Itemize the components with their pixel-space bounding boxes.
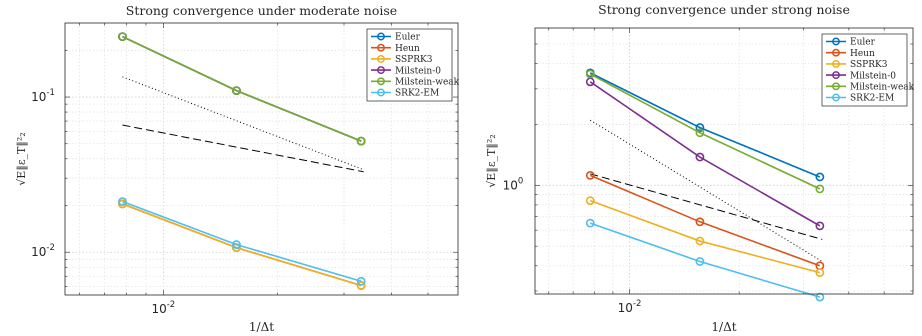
series-line-srk2-em <box>122 200 362 283</box>
legend-marker-milstein-0 <box>377 66 385 75</box>
legend-marker-srk2-em <box>832 93 840 102</box>
y-axis-label: √E‖ε_T‖²₂ <box>485 134 499 187</box>
legend-label-srk2-em: SRK2-EM <box>395 89 439 99</box>
legend-marker-ssprk3 <box>832 59 840 68</box>
series-line-srk2-em <box>590 222 821 298</box>
data-point-milstein-weak <box>356 136 366 146</box>
data-point-heun <box>585 170 595 180</box>
data-point-ssprk3 <box>356 281 366 290</box>
series-milstein-weak <box>585 69 825 194</box>
x-tick-label: 10-2 <box>618 299 642 315</box>
data-point-euler <box>815 172 825 182</box>
legend-label-euler: Euler <box>850 38 876 48</box>
legend-label-milstein-0: Milstein-0 <box>850 71 896 81</box>
data-point-milstein-0 <box>815 221 825 231</box>
legend-label-euler: Euler <box>395 33 421 43</box>
y-axis-label: √E‖ε_T‖²₂ <box>15 132 29 185</box>
legend-marker-milstein-weak <box>377 77 385 86</box>
data-point-ssprk3 <box>585 196 595 206</box>
x-axis-label: 1/Δt <box>249 320 274 334</box>
x-axis-label: 1/Δt <box>711 320 736 334</box>
chart-title: Strong convergence under strong noise <box>598 2 850 17</box>
legend-label-heun: Heun <box>395 44 420 54</box>
data-point-milstein-weak <box>232 86 241 96</box>
legend-label-milstein-weak: Milstein-weak <box>850 83 915 93</box>
data-point-ssprk3 <box>695 236 705 246</box>
legend-marker-milstein-weak <box>832 82 840 91</box>
data-point-srk2-em <box>118 197 127 206</box>
legend-label-milstein-weak: Milstein-weak <box>395 78 460 88</box>
series-srk2-em <box>585 218 825 302</box>
legend-marker-heun <box>832 48 840 57</box>
axes-box <box>64 22 459 296</box>
y-tick-label: 10-2 <box>31 243 55 259</box>
x-tick-label: 10-2 <box>151 300 175 316</box>
series-line-euler <box>589 72 821 178</box>
data-point-srk2-em <box>232 240 241 249</box>
data-point-srk2-em <box>356 276 366 286</box>
legend-label-milstein-0: Milstein-0 <box>395 66 441 76</box>
chart-strong-noise: 10-2 100 Strong convergence under strong n… <box>485 2 915 334</box>
legend-marker-milstein-0 <box>832 71 840 80</box>
reference-line-dashed <box>590 173 823 240</box>
legend-label-srk2-em: SRK2-EM <box>850 94 894 104</box>
series-line-ssprk3 <box>589 199 821 274</box>
data-point-milstein-weak <box>695 128 705 138</box>
tick-marks <box>535 28 913 294</box>
legend-label-ssprk3: SSPRK3 <box>850 60 888 70</box>
y-tick-label: 10-1 <box>31 88 55 104</box>
data-point-srk2-em <box>815 292 825 302</box>
data-point-milstein-0 <box>695 152 705 162</box>
series-srk2-em <box>118 197 366 286</box>
data-point-srk2-em <box>695 257 705 266</box>
legend-label-ssprk3: SSPRK3 <box>395 55 433 65</box>
series-line-milstein-weak <box>589 73 821 190</box>
series-line-milstein-weak <box>122 35 362 142</box>
tick-marks <box>65 23 458 295</box>
legend-marker-euler <box>832 37 840 46</box>
legend-marker-euler <box>377 32 385 41</box>
legend-marker-heun <box>377 43 385 52</box>
y-tick-label: 100 <box>503 176 524 192</box>
series-ssprk3 <box>585 196 825 278</box>
chart-moderate-noise: 10-2 10-1 10-2 Strong convergence under mod… <box>15 3 460 334</box>
series-milstein-weak <box>118 32 366 146</box>
series-line-milstein-0 <box>589 81 821 227</box>
series-milstein-0 <box>585 77 825 231</box>
data-point-euler <box>695 123 705 132</box>
axes-box <box>534 27 914 295</box>
data-point-srk2-em <box>585 218 595 228</box>
reference-line-dashed <box>122 124 364 173</box>
series-line-heun <box>589 174 821 267</box>
data-point-milstein-weak <box>118 32 127 42</box>
series-euler <box>585 68 825 182</box>
data-point-heun <box>695 217 705 227</box>
legend-label-heun: Heun <box>850 49 875 59</box>
data-point-ssprk3 <box>815 268 825 278</box>
legend-marker-ssprk3 <box>377 54 385 63</box>
chart-title: Strong convergence under moderate noise <box>126 3 397 18</box>
data-point-milstein-weak <box>815 184 825 194</box>
legend-marker-srk2-em <box>377 88 385 97</box>
data-point-milstein-weak <box>585 69 595 79</box>
